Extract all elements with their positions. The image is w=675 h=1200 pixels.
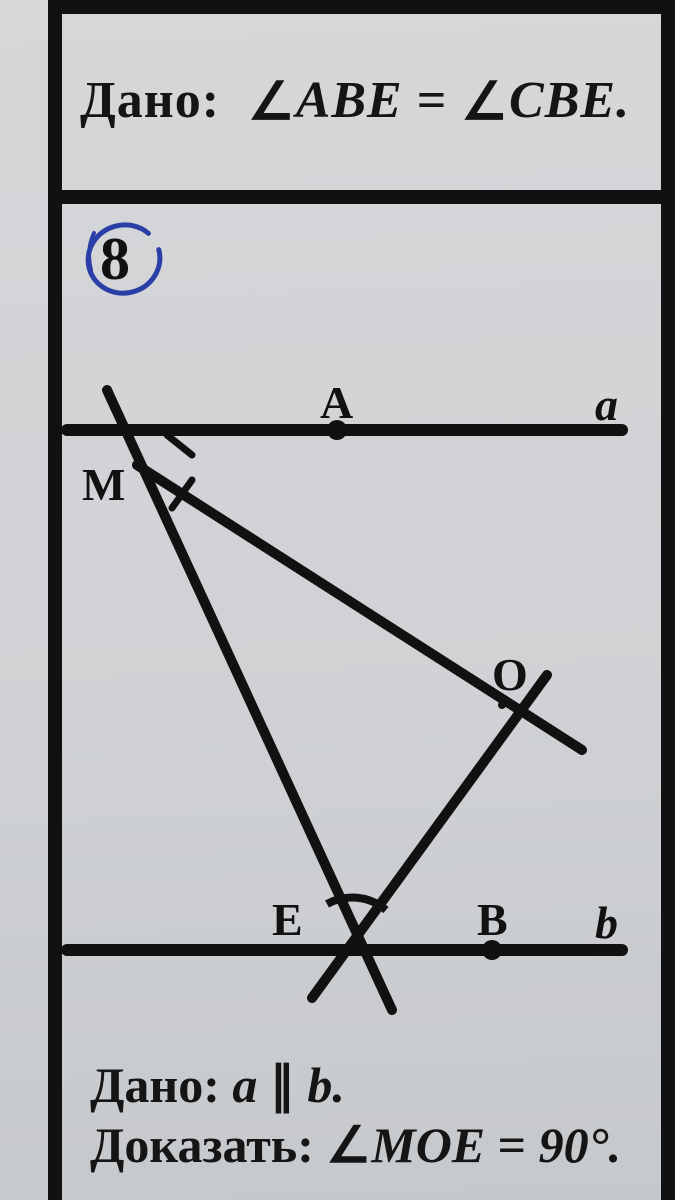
equals-sign: = bbox=[417, 72, 448, 129]
prove-expr: ∠MOE = 90°. bbox=[326, 1117, 621, 1173]
geometry-figure: A a B b M E O bbox=[62, 310, 662, 1050]
m-tick-1 bbox=[167, 435, 192, 455]
label-m: M bbox=[82, 459, 125, 510]
given-label-bottom: Дано: bbox=[90, 1057, 220, 1113]
ray-m-e bbox=[107, 390, 392, 1010]
label-line-b: b bbox=[595, 897, 618, 948]
label-e: E bbox=[272, 894, 303, 945]
bottom-text: Дано: a ∥ b. Доказать: ∠MOE = 90°. bbox=[90, 1055, 621, 1175]
given-line: Дано: a ∥ b. bbox=[90, 1055, 621, 1115]
angle-abe: ∠ABE bbox=[248, 72, 403, 129]
page: Дано: ∠ABE = ∠CBE. 8 A a B b bbox=[0, 0, 675, 1200]
angle-arc-e bbox=[327, 897, 386, 910]
rule-top bbox=[48, 0, 675, 14]
label-b-point: B bbox=[477, 894, 508, 945]
angle-cbe: ∠CBE. bbox=[461, 72, 630, 129]
rule-mid bbox=[48, 190, 675, 204]
point-o bbox=[498, 701, 506, 709]
label-o: O bbox=[492, 649, 528, 700]
top-given: Дано: ∠ABE = ∠CBE. bbox=[80, 70, 645, 130]
label-line-a: a bbox=[595, 379, 618, 430]
prove-line: Доказать: ∠MOE = 90°. bbox=[90, 1115, 621, 1175]
parallel-expr: a ∥ b. bbox=[232, 1057, 345, 1113]
prove-label: Доказать: bbox=[90, 1117, 314, 1173]
given-label-top: Дано: bbox=[80, 72, 220, 129]
problem-number: 8 bbox=[100, 225, 130, 294]
label-a-point: A bbox=[320, 377, 353, 428]
parallel-icon: ∥ bbox=[270, 1057, 295, 1113]
